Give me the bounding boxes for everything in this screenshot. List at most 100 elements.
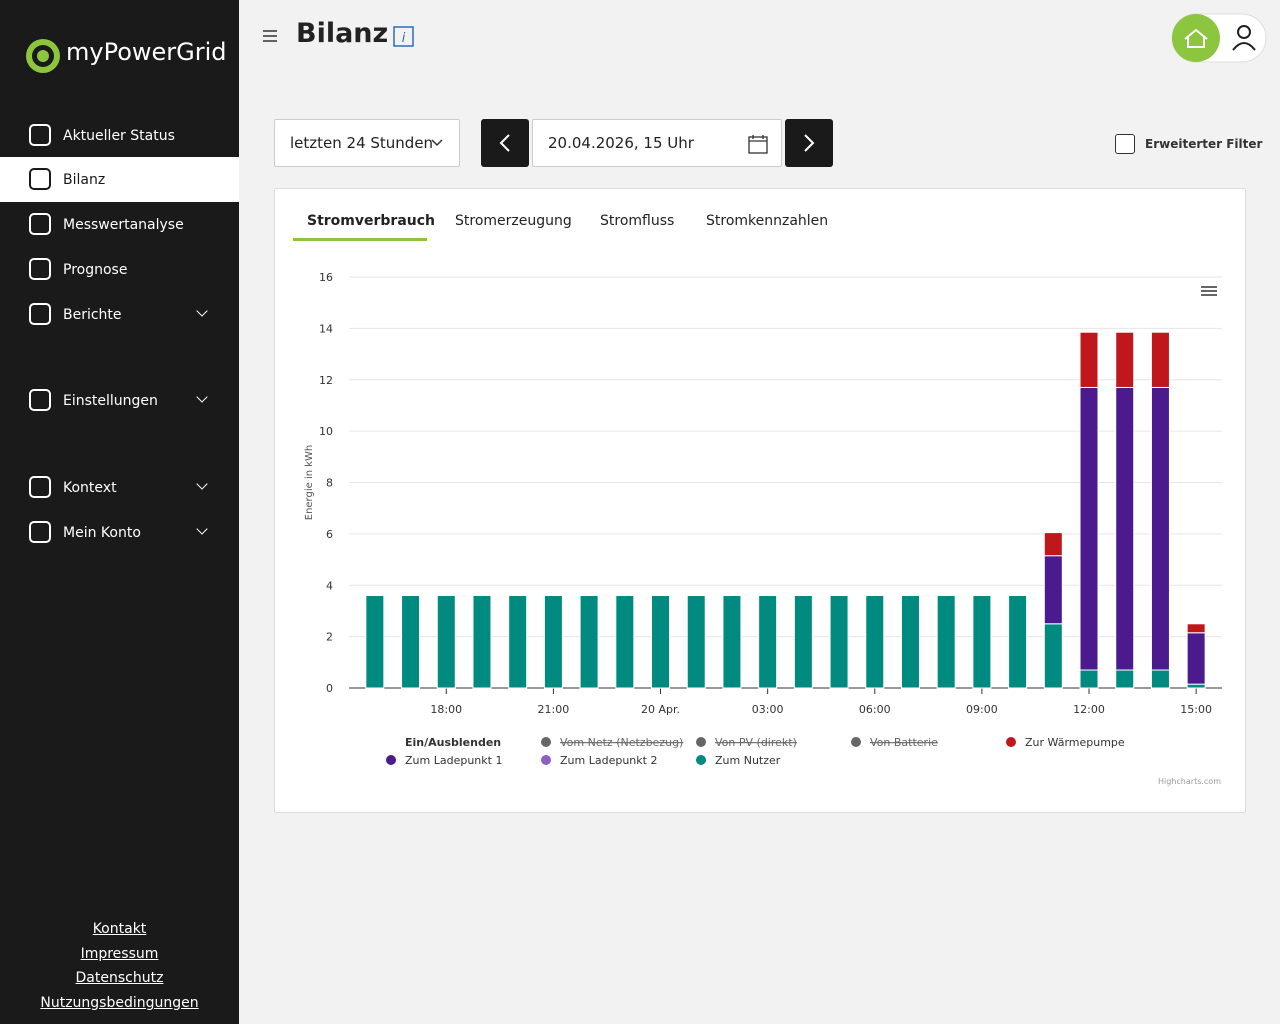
dropdown-arrow: [431, 139, 443, 147]
nav-item[interactable]: Mein Konto: [0, 510, 239, 555]
bar-segment: [1115, 386, 1135, 671]
legend-label[interactable]: Zum Ladepunkt 2: [560, 754, 657, 767]
svg-text:i: i: [402, 31, 406, 46]
y-tick-label: 4: [326, 579, 333, 592]
y-tick-label: 8: [326, 477, 333, 490]
nav-label: Prognose: [63, 261, 128, 278]
x-tick-label: 20 Apr.: [641, 703, 680, 716]
tab[interactable]: Stromverbrauch: [307, 213, 436, 229]
footer-link[interactable]: Kontakt: [92, 921, 147, 937]
nav-item[interactable]: Einstellungen: [0, 378, 239, 423]
bar-segment: [1115, 331, 1135, 388]
y-axis-title: Energie in kWh: [304, 445, 315, 521]
chart-menu[interactable]: [1201, 286, 1217, 296]
bar-segment: [1079, 386, 1099, 671]
bar-segment: [686, 595, 706, 689]
legend-marker[interactable]: [386, 755, 396, 765]
bar-segment: [1079, 331, 1099, 388]
chevron: [196, 478, 208, 490]
bar-segment: [1150, 669, 1170, 689]
info-icon[interactable]: i: [393, 26, 414, 47]
legend-marker[interactable]: [696, 737, 706, 747]
bar-segment: [543, 595, 563, 689]
nav-item[interactable]: Messwertanalyse: [0, 202, 239, 247]
bar-segment: [1186, 632, 1206, 685]
bar-segment: [401, 595, 421, 689]
legend-label[interactable]: Zum Nutzer: [715, 754, 781, 767]
chevron: [196, 305, 208, 317]
y-tick-label: 12: [319, 374, 333, 387]
bar-segment: [900, 595, 920, 689]
range-select[interactable]: letzten 24 Stunden: [274, 119, 460, 167]
x-tick-label: 12:00: [1073, 703, 1105, 716]
bar-segment: [436, 595, 456, 689]
tab[interactable]: Stromkennzahlen: [706, 213, 829, 229]
bar-segment: [793, 595, 813, 689]
bar-segment: [829, 595, 849, 689]
profile-switch[interactable]: [1168, 12, 1270, 66]
legend-marker[interactable]: [541, 737, 551, 747]
bar-segment: [758, 595, 778, 689]
calendar-icon[interactable]: [748, 134, 768, 154]
tab-underline: [293, 238, 427, 241]
bar-segment: [865, 595, 885, 689]
nav-label: Messwertanalyse: [63, 216, 184, 233]
nav-item[interactable]: Prognose: [0, 247, 239, 292]
x-tick-label: 18:00: [430, 703, 462, 716]
sidebar: myPowerGrid Aktueller Status Bilanz Messwe…: [0, 0, 239, 1024]
legend-marker[interactable]: [541, 755, 551, 765]
prev-button[interactable]: [481, 119, 529, 167]
legend-marker[interactable]: [851, 737, 861, 747]
bar-segment: [1115, 669, 1135, 689]
legend-marker[interactable]: [696, 755, 706, 765]
bar-segment: [651, 595, 671, 689]
bar-segment: [508, 595, 528, 689]
nav-icon: [29, 213, 51, 235]
footer-link[interactable]: Nutzungsbedingungen: [40, 994, 199, 1011]
legend-title: Ein/Ausblenden: [405, 736, 501, 749]
tab[interactable]: Stromerzeugung: [455, 213, 572, 229]
chart: 0 2 4 6 8 10 12 14 16 Energie in kWh 18:00 21:00 20 …: [304, 271, 1222, 786]
bar-segment: [936, 595, 956, 689]
nav-item[interactable]: Berichte: [0, 292, 239, 337]
bar-segment: [615, 595, 635, 689]
footer-link[interactable]: Datenschutz: [75, 970, 164, 987]
logo-icon: [26, 39, 60, 73]
legend-label[interactable]: Von Batterie: [870, 736, 938, 749]
nav-item[interactable]: Aktueller Status: [0, 113, 239, 158]
x-tick-label: 15:00: [1180, 703, 1212, 716]
next-icon: [804, 134, 815, 152]
nav-icon: [29, 521, 51, 543]
nav-label: Berichte: [63, 306, 122, 323]
legend-label[interactable]: Von PV (direkt): [715, 736, 797, 749]
tab[interactable]: Stromfluss: [600, 213, 675, 229]
legend-marker[interactable]: [1006, 737, 1016, 747]
page-title: Bilanz: [296, 18, 389, 49]
bar-segment: [1079, 669, 1099, 689]
nav-icon: [29, 168, 51, 190]
nav-item[interactable]: Bilanz: [0, 157, 239, 202]
footer-link[interactable]: Impressum: [80, 945, 159, 962]
next-button[interactable]: [785, 119, 833, 167]
nav-icon: [29, 476, 51, 498]
bar-segment: [1150, 386, 1170, 671]
y-tick-label: 16: [319, 271, 333, 284]
bar-segment: [1186, 683, 1206, 689]
nav-label: Mein Konto: [63, 524, 141, 541]
x-tick-label: 21:00: [538, 703, 570, 716]
bar-segment: [1043, 623, 1063, 689]
y-tick-label: 2: [326, 631, 333, 644]
legend-label[interactable]: Zum Ladepunkt 1: [405, 754, 502, 767]
date-input[interactable]: 20.04.2026, 15 Uhr: [532, 119, 782, 167]
menu-toggle[interactable]: [262, 28, 278, 44]
legend-label[interactable]: Vom Netz (Netzbezug): [560, 736, 683, 749]
nav-item[interactable]: Kontext: [0, 465, 239, 510]
range-select-value: letzten 24 Stunden: [290, 134, 434, 152]
bar-segment: [1043, 555, 1063, 625]
extended-filter-checkbox[interactable]: [1115, 134, 1135, 154]
legend-label[interactable]: Zur Wärmepumpe: [1025, 736, 1125, 749]
date-value: 20.04.2026, 15 Uhr: [548, 134, 694, 152]
nav-label: Einstellungen: [63, 392, 158, 409]
bar-segment: [722, 595, 742, 689]
